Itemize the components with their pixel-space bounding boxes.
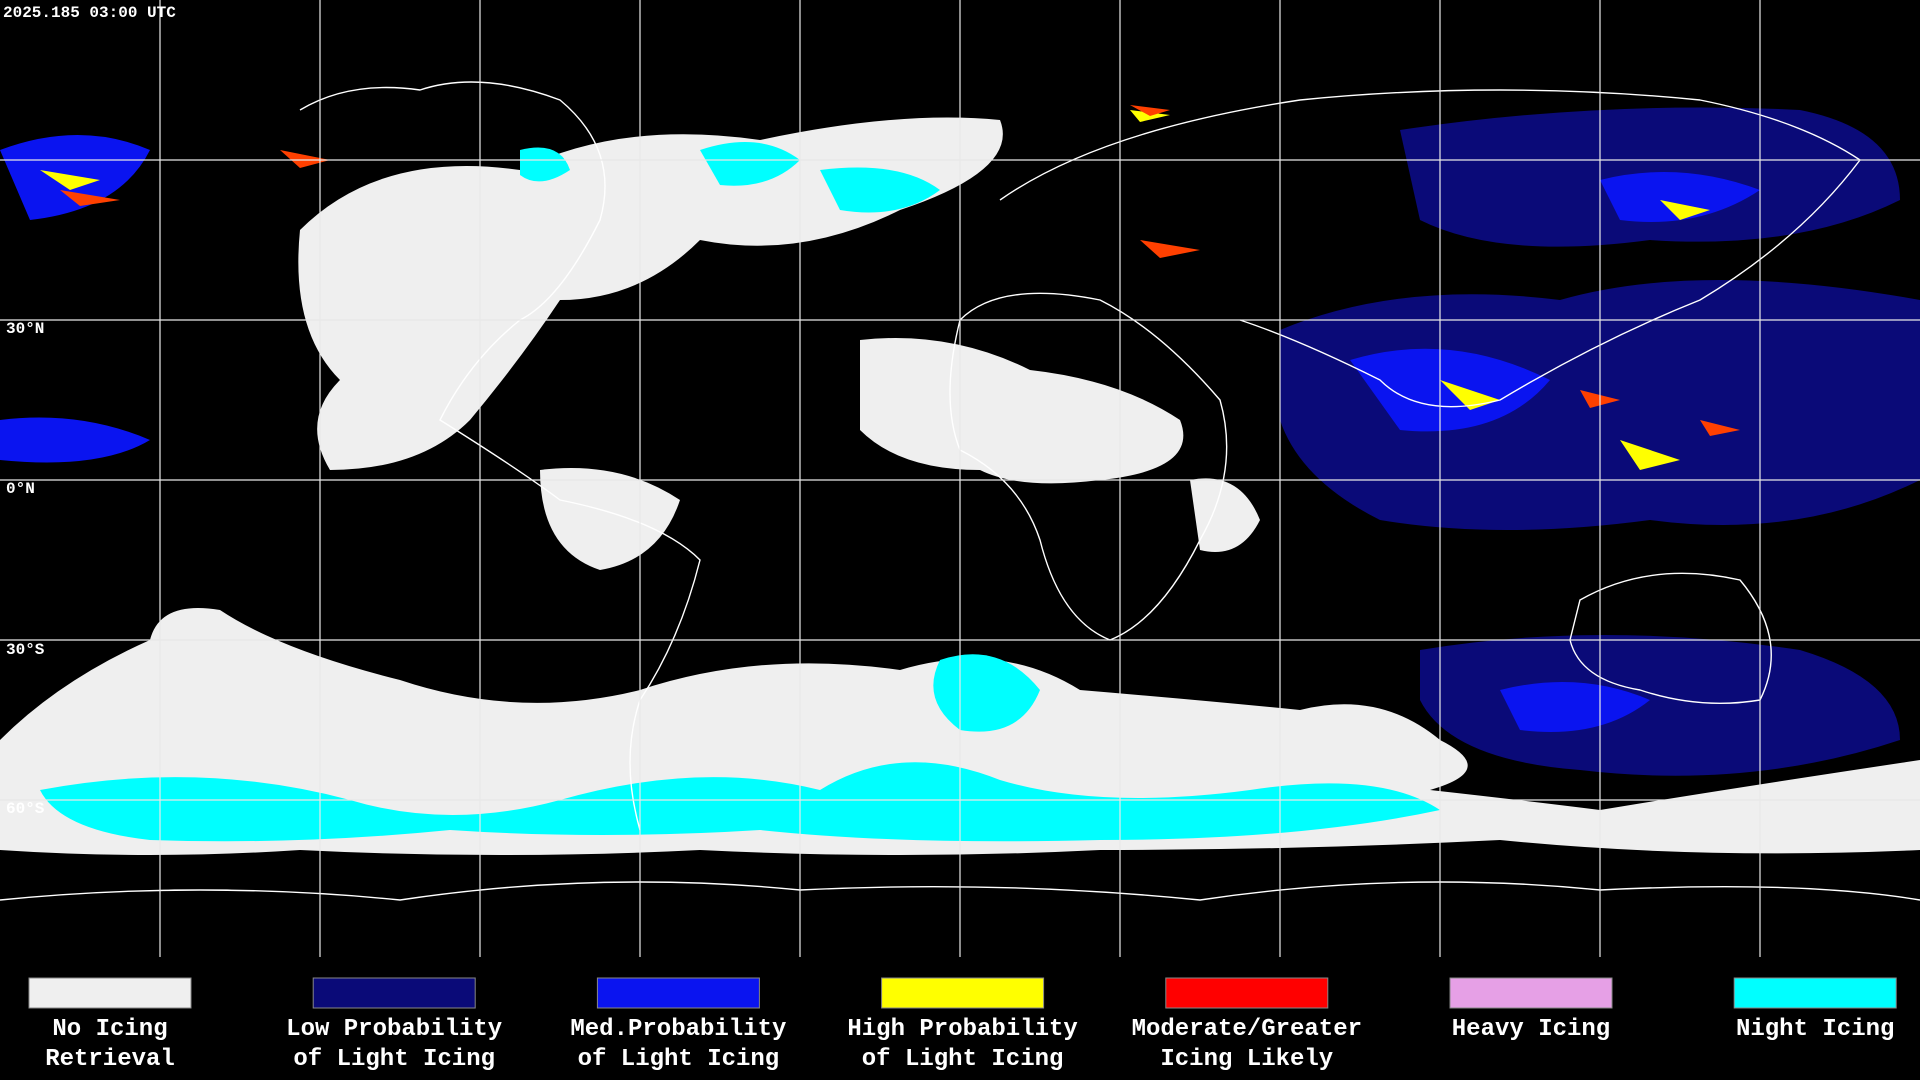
legend-label: Moderate/Greater	[1132, 1016, 1362, 1043]
timestamp: 2025.185 03:00 UTC	[3, 4, 176, 22]
cloud-field	[540, 468, 680, 570]
coastline	[299, 81, 701, 831]
cloud-field	[298, 117, 1003, 470]
legend-label: of Light Icing	[578, 1046, 780, 1073]
latitude-labels: 30°N 0°N 30°S 60°S	[6, 320, 45, 818]
legend-swatch	[596, 977, 760, 1009]
legend-label: Icing Likely	[1160, 1046, 1333, 1073]
icing-area	[1420, 635, 1900, 776]
legend-swatch	[1449, 977, 1613, 1009]
legend-label: Night Icing	[1736, 1016, 1894, 1043]
legend-swatch	[28, 977, 192, 1009]
legend-label: Med.Probability	[570, 1016, 786, 1043]
cloud-field	[1190, 478, 1260, 552]
coastline	[0, 881, 1920, 901]
night-icing-area	[520, 147, 570, 182]
latitude-label: 60°S	[6, 800, 45, 818]
night-icing-area	[820, 167, 940, 213]
legend-label: Low Probability	[286, 1016, 502, 1043]
legend-label: of Light Icing	[293, 1046, 495, 1073]
latitude-label: 30°S	[6, 641, 45, 659]
legend-label: No Icing	[52, 1016, 167, 1043]
legend-label: High Probability	[847, 1016, 1077, 1043]
legend-swatch	[1165, 977, 1329, 1009]
legend-label: Retrieval	[45, 1046, 175, 1073]
cloud-field	[860, 338, 1184, 484]
legend-swatch	[881, 977, 1045, 1009]
legend-label: Heavy Icing	[1452, 1016, 1610, 1043]
latitude-label: 30°N	[6, 320, 44, 338]
coastline	[949, 292, 1228, 641]
legend-swatch	[312, 977, 476, 1009]
night-icing-area	[700, 142, 800, 186]
legend-swatch	[1733, 977, 1897, 1009]
legend: No Icing Retrieval Low Probability of Light…	[28, 977, 1897, 1073]
legend-label: of Light Icing	[862, 1046, 1064, 1073]
latitude-label: 0°N	[6, 480, 35, 498]
night-icing-area	[40, 762, 1440, 842]
coastline	[999, 89, 1862, 408]
coastlines	[0, 81, 1920, 901]
graticule	[0, 0, 1920, 957]
